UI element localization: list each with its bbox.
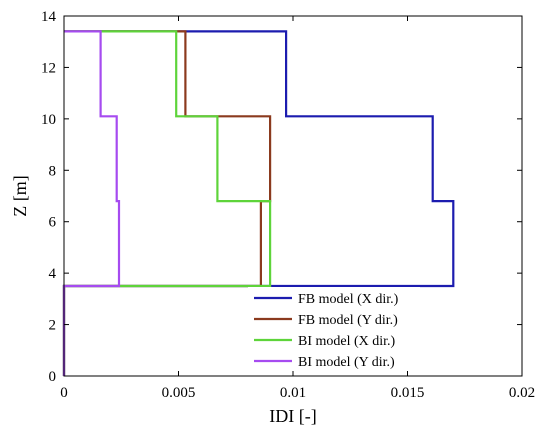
legend-entry-3: BI model (Y dir.) (298, 355, 395, 370)
y-tick-label: 4 (49, 266, 57, 282)
y-tick-label: 6 (49, 215, 57, 231)
y-tick-label: 14 (41, 9, 57, 25)
legend-entry-2: BI model (X dir.) (298, 334, 396, 349)
y-tick-label: 10 (41, 112, 56, 128)
legend-entry-1: FB model (Y dir.) (298, 313, 398, 328)
y-tick-label: 8 (49, 163, 57, 179)
x-tick-label: 0.02 (509, 385, 535, 401)
legend: FB model (X dir.) FB model (Y dir.) BI mod… (248, 287, 420, 371)
y-tick-label: 12 (41, 60, 56, 76)
y-tick-label: 2 (49, 318, 57, 334)
legend-entry-0: FB model (X dir.) (298, 292, 399, 307)
x-axis-ticks: 0 0.005 0.01 0.015 0.02 (60, 16, 535, 401)
series-layer (62, 30, 455, 376)
series-line-2 (62, 30, 272, 376)
y-axis-label: Z [m] (10, 175, 30, 216)
y-tick-label: 0 (49, 369, 57, 385)
y-axis-ticks: 0 2 4 6 8 10 12 14 (41, 9, 522, 385)
x-tick-label: 0.005 (162, 385, 196, 401)
series-line-3 (62, 30, 121, 376)
x-tick-label: 0 (60, 385, 68, 401)
legend-box (248, 287, 420, 371)
x-tick-label: 0.015 (391, 385, 425, 401)
x-tick-label: 0.01 (280, 385, 306, 401)
x-axis-label: IDI [-] (269, 406, 316, 426)
